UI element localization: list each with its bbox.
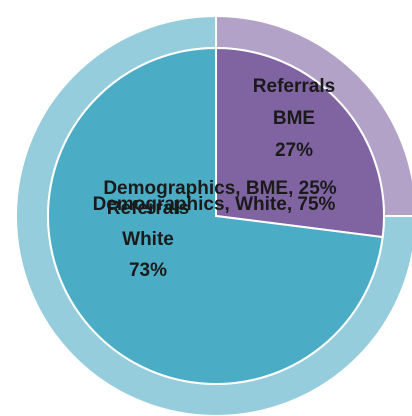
inner-slice-white-label-line: White: [122, 229, 174, 250]
chart-slices: [15, 14, 412, 416]
inner-slice-bme-label-line: BME: [273, 108, 315, 129]
inner-slice-white: [47, 46, 384, 385]
outer-slice-white-label-line: Demographics, White, 75%: [93, 194, 336, 215]
inner-slice-white-label-line: Referrals: [107, 198, 189, 219]
inner-slice-white-label: Referrals White 73%: [107, 198, 189, 281]
inner-slice-bme-label-line: Referrals: [253, 76, 335, 97]
chart-labels: Demographics, BME, 25%Demographics, Whit…: [93, 76, 337, 281]
inner-slice-bme-label: Referrals BME 27%: [253, 76, 335, 161]
inner-slice-bme-label-line: 27%: [275, 140, 313, 161]
outer-slice-bme-label-line: Demographics, BME, 25%: [103, 178, 336, 199]
outer-slice-bme-label: Demographics, BME, 25%: [103, 178, 336, 199]
inner-slice-bme: [215, 46, 385, 239]
inner-slice-white-label-line: 73%: [129, 260, 167, 281]
outer-slice-white-label: Demographics, White, 75%: [93, 194, 336, 215]
